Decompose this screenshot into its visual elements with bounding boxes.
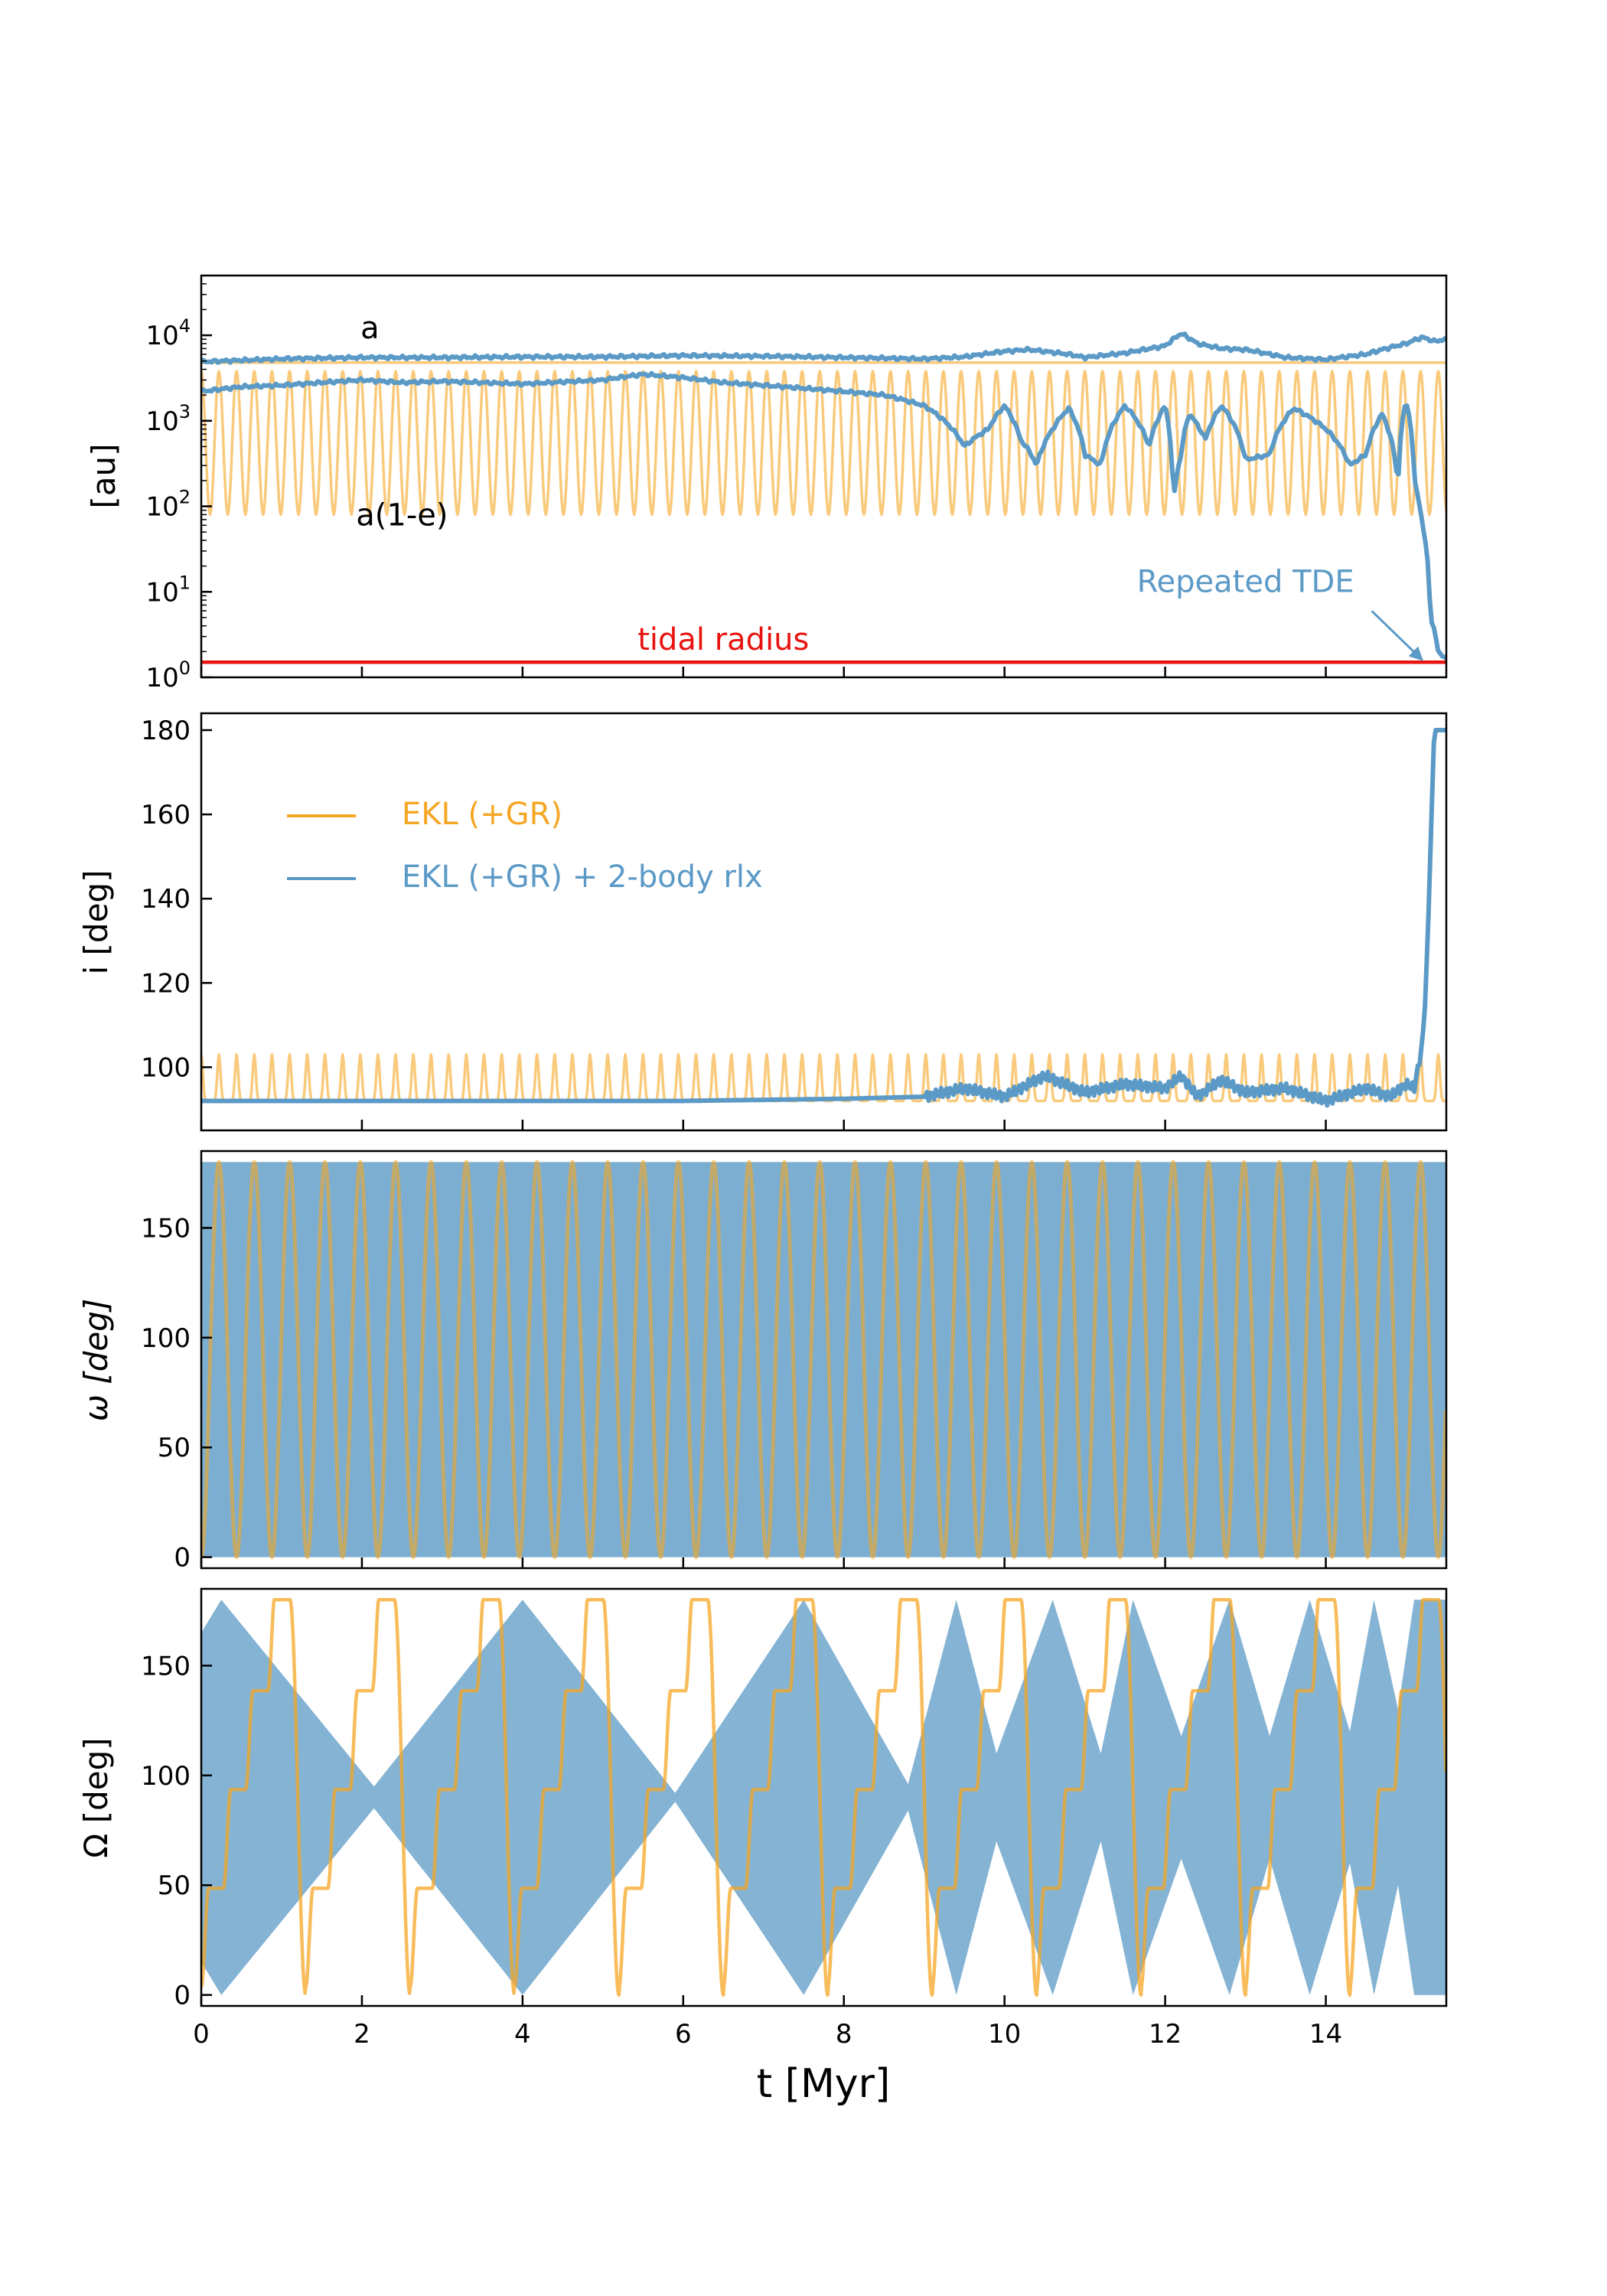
panel-inclination: 100 120 140 160 180 i [deg] EKL (+GR) EKL (+… (77, 712, 1448, 1132)
y-tick-label: 101 (145, 572, 191, 608)
y-axis-label-node: Ω [deg] (77, 1737, 115, 1857)
y-axis-label-semimajor: [au] (85, 443, 122, 508)
x-tick-label: 10 (988, 2019, 1021, 2050)
y-axis-label-inclination: i [deg] (77, 870, 115, 975)
panel-omega-small: 0 50 100 150 ω [deg] (77, 1150, 1448, 1574)
y-tick-label: 100 (141, 1323, 191, 1354)
y-tick-label: 180 (141, 716, 191, 746)
annotation-2: tidal radius (637, 622, 809, 657)
series-line-ekl-node (201, 1598, 1446, 1997)
y-tick-label: 103 (145, 401, 191, 437)
series-line-ekl-pericenter (201, 370, 1446, 517)
y-tick-label: 104 (145, 315, 191, 351)
x-axis-label: t [Myr] (757, 2061, 891, 2107)
panel-semimajor-axis: a a(1-e) tidal radius Repeated TDE 100 101 10… (85, 274, 1448, 693)
legend-label-ekl-rlx: EKL (+GR) + 2-body rlx (402, 859, 763, 895)
x-tick-label: 2 (354, 2019, 370, 2050)
series-line-rlx-inclination (201, 728, 1446, 1108)
x-tick-label: 6 (675, 2019, 692, 2050)
y-tick-label: 0 (174, 1981, 191, 2011)
y-tick-label: 102 (145, 487, 191, 523)
y-tick-label: 50 (158, 1433, 191, 1463)
y-tick-label: 100 (141, 1761, 191, 1792)
annotation-arrow (1371, 610, 1423, 661)
legend: EKL (+GR) EKL (+GR) + 2-body rlx (287, 797, 763, 895)
y-tick-label: 160 (141, 800, 191, 830)
series-line-rlx-pericenter (201, 370, 1446, 660)
panel-frame (200, 274, 1448, 679)
series-line-ekl-omega (201, 1159, 1446, 1560)
x-tick-label: 12 (1149, 2019, 1182, 2050)
x-tick-label: 4 (514, 2019, 531, 2050)
y-tick-label: 100 (141, 1052, 191, 1083)
annotation-0: a (360, 311, 380, 346)
x-tick-label: 14 (1309, 2019, 1342, 2050)
y-tick-label: 150 (141, 1213, 191, 1244)
y-tick-label: 50 (158, 1870, 191, 1901)
legend-label-ekl: EKL (+GR) (402, 797, 562, 832)
y-tick-label: 150 (141, 1651, 191, 1681)
panel-frame (200, 1587, 1448, 2007)
y-tick-label: 100 (145, 657, 191, 693)
y-tick-label: 0 (174, 1543, 191, 1574)
annotation-3: Repeated TDE (1137, 564, 1354, 599)
x-tick-label: 8 (836, 2019, 852, 2050)
y-tick-label: 120 (141, 968, 191, 999)
y-axis-label-omega: ω [deg] (77, 1299, 115, 1421)
panel-frame (200, 712, 1448, 1132)
series-line-rlx-a (201, 331, 1446, 365)
annotation-1: a(1-e) (356, 497, 448, 533)
panel-frame (200, 1150, 1448, 1570)
panel-omega-capital: 0 50 100 150 Ω [deg] (77, 1587, 1448, 2011)
x-tick-label: 0 (193, 2019, 210, 2050)
y-tick-label: 140 (141, 884, 191, 915)
